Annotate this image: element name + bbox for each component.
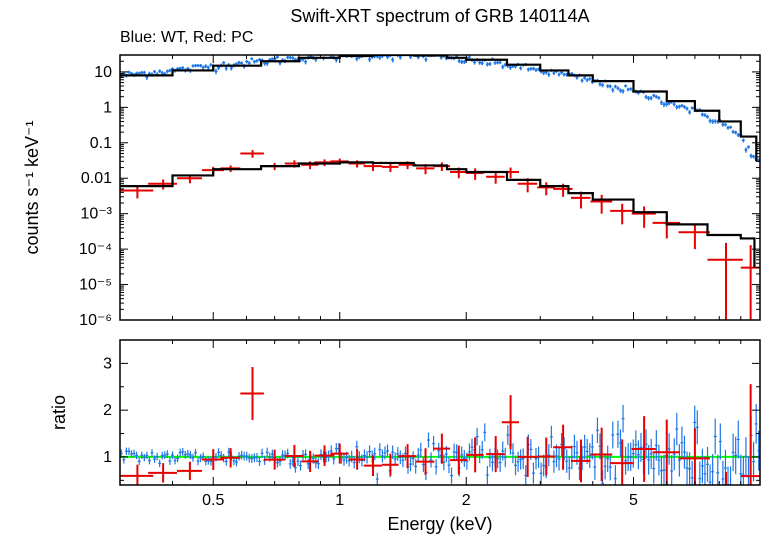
y-bot-tick-label: 3 bbox=[103, 355, 112, 372]
y-top-tick-label: 1 bbox=[103, 99, 112, 116]
spectrum-chart: 0.5 1 2 5 10⁻⁶ 10⁻⁵ 10⁻⁴ 10⁻³ 0.01 0.1 1 10 1 2 3 Swift… bbox=[0, 0, 777, 556]
chart-title: Swift-XRT spectrum of GRB 140114A bbox=[290, 6, 589, 26]
y-top-tick-label: 10⁻⁵ bbox=[79, 277, 112, 294]
y-bot-label: ratio bbox=[49, 395, 69, 430]
y-top-tick-label: 10 bbox=[94, 64, 112, 81]
pc-model bbox=[120, 162, 754, 267]
x-tick-label: 2 bbox=[462, 492, 471, 509]
y-top-label: counts s⁻¹ keV⁻¹ bbox=[22, 120, 42, 254]
y-top-tick-label: 10⁻⁴ bbox=[79, 241, 112, 258]
y-top-tick-label: 0.1 bbox=[90, 135, 112, 152]
top-panel bbox=[120, 51, 760, 320]
x-tick-label: 5 bbox=[629, 492, 638, 509]
chart-subtitle: Blue: WT, Red: PC bbox=[120, 29, 253, 46]
y-top-tick-label: 10⁻³ bbox=[80, 206, 112, 223]
x-tick-label: 1 bbox=[335, 492, 344, 509]
x-tick-label: 0.5 bbox=[202, 492, 224, 509]
wt-series bbox=[120, 51, 760, 162]
bottom-panel bbox=[120, 367, 760, 493]
y-bot-tick-label: 2 bbox=[103, 402, 112, 419]
y-top-tick-label: 10⁻⁶ bbox=[79, 312, 112, 329]
x-label: Energy (keV) bbox=[387, 514, 492, 534]
top-frame bbox=[120, 55, 760, 320]
y-top-tick-label: 0.01 bbox=[81, 170, 112, 187]
wt-ratio bbox=[120, 404, 760, 485]
pc-series bbox=[120, 150, 760, 320]
y-bot-tick-label: 1 bbox=[103, 449, 112, 466]
